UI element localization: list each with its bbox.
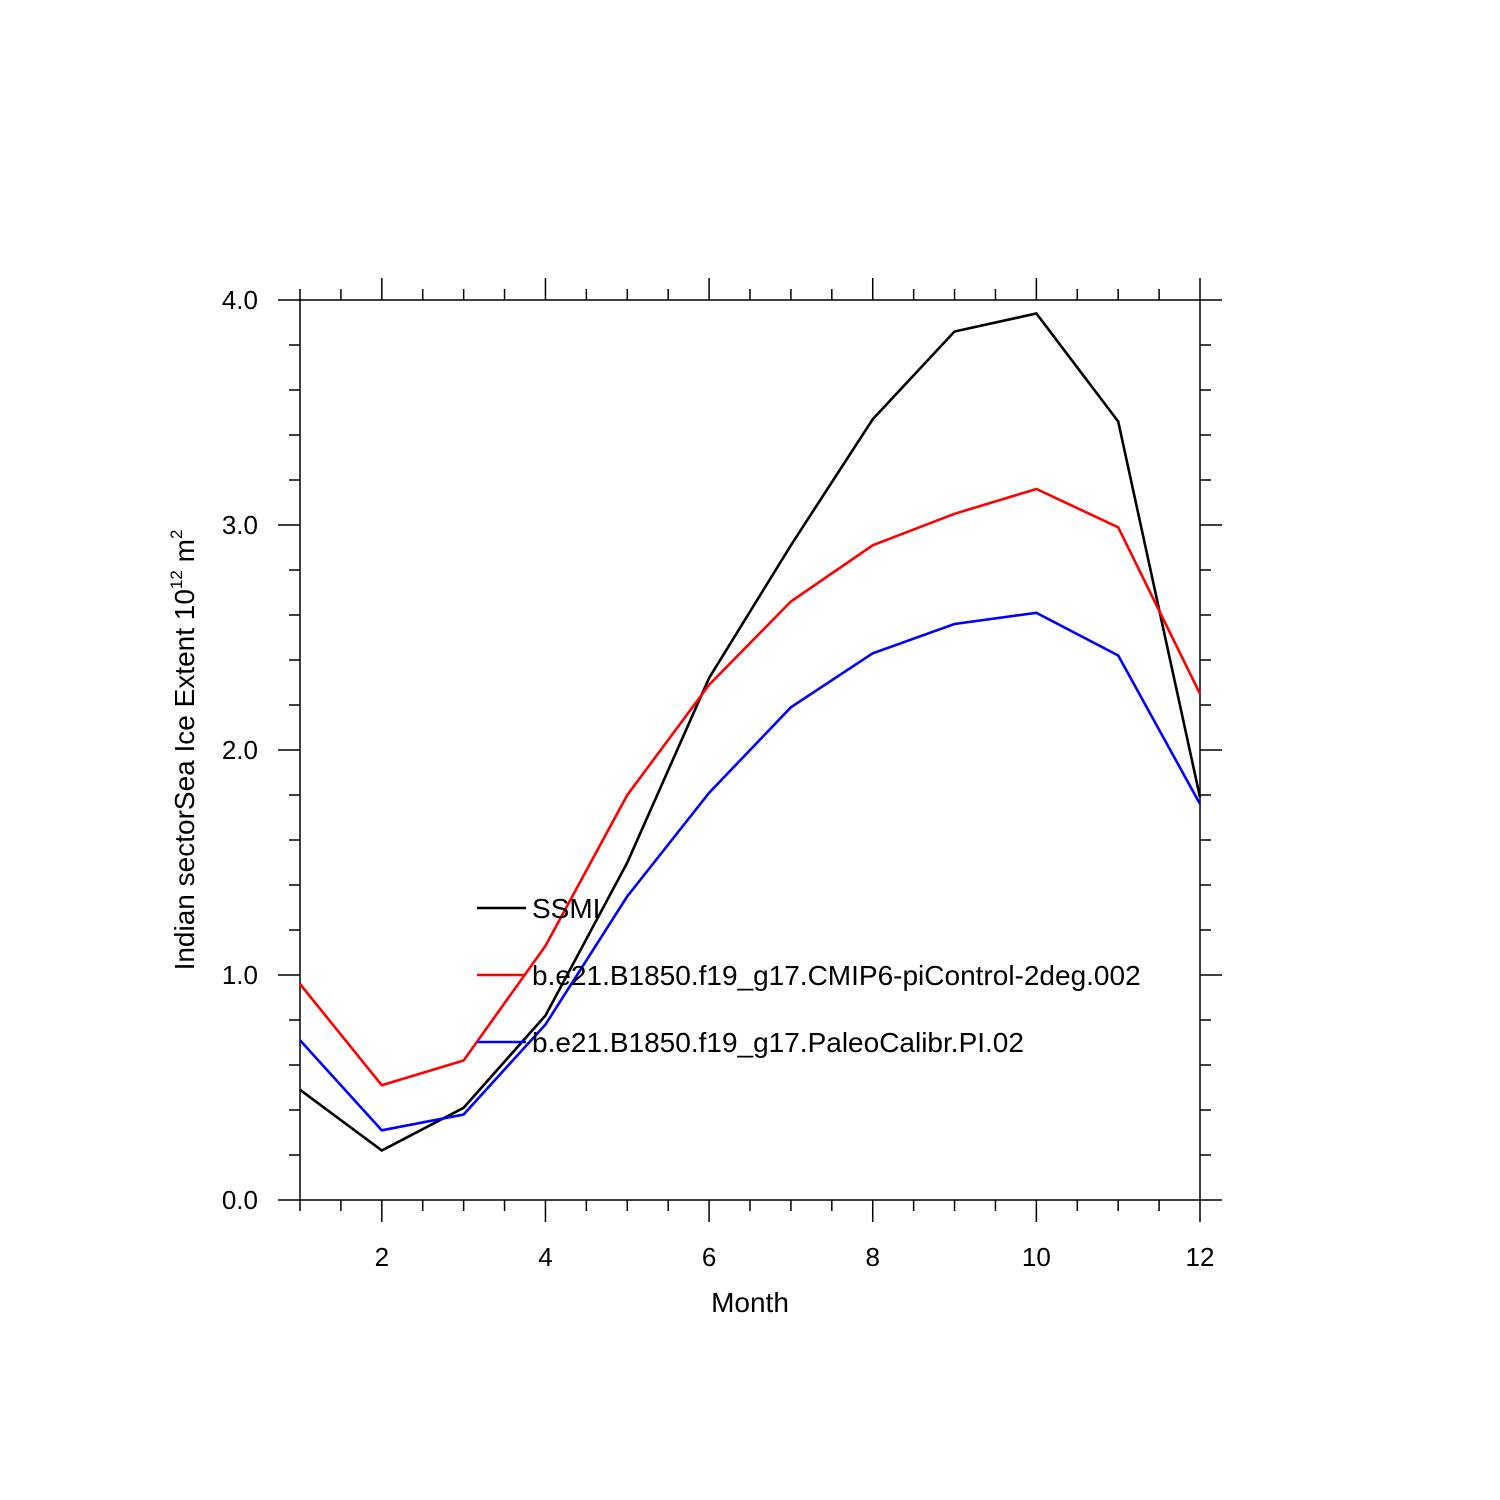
series-line-1 — [299, 312, 1202, 1153]
y-tick-label: 1.0 — [222, 960, 258, 990]
y-tick-label: 2.0 — [222, 735, 258, 765]
series-line-3 — [299, 611, 1202, 1132]
plot-frame — [299, 299, 1201, 1201]
x-axis-title: Month — [711, 1287, 789, 1318]
legend-label: b.e21.B1850.f19_g17.PaleoCalibr.PI.02 — [532, 1027, 1024, 1058]
x-tick-label: 6 — [702, 1242, 716, 1272]
axis-ticks — [278, 278, 1222, 1222]
y-axis-title: Indian sectorSea Ice Extent 1012 m2 — [167, 530, 200, 971]
y-tick-label: 3.0 — [222, 510, 258, 540]
y-tick-label: 0.0 — [222, 1185, 258, 1215]
x-tick-labels: 2 4 6 8 10 12 — [375, 1242, 1215, 1272]
legend: SSMI b.e21.B1850.f19_g17.CMIP6-piControl-… — [477, 893, 1141, 1058]
legend-label: b.e21.B1850.f19_g17.CMIP6-piControl-2deg… — [532, 960, 1141, 991]
series-line-2 — [298, 487, 1202, 1087]
x-tick-label: 12 — [1186, 1242, 1215, 1272]
x-tick-label: 8 — [865, 1242, 879, 1272]
legend-label: SSMI — [532, 893, 600, 924]
y-axis-title-exp2: 2 — [167, 530, 186, 539]
y-axis-title-main: Indian sectorSea Ice Extent 10 — [169, 589, 200, 970]
y-tick-label: 4.0 — [222, 285, 258, 315]
y-tick-labels: 0.0 1.0 2.0 3.0 4.0 — [222, 285, 258, 1215]
x-tick-label: 10 — [1022, 1242, 1051, 1272]
x-tick-label: 4 — [538, 1242, 552, 1272]
series-lines — [298, 312, 1202, 1153]
y-axis-title-exp1: 12 — [167, 570, 186, 589]
x-tick-label: 2 — [375, 1242, 389, 1272]
y-axis-title-unit: m — [169, 539, 200, 570]
